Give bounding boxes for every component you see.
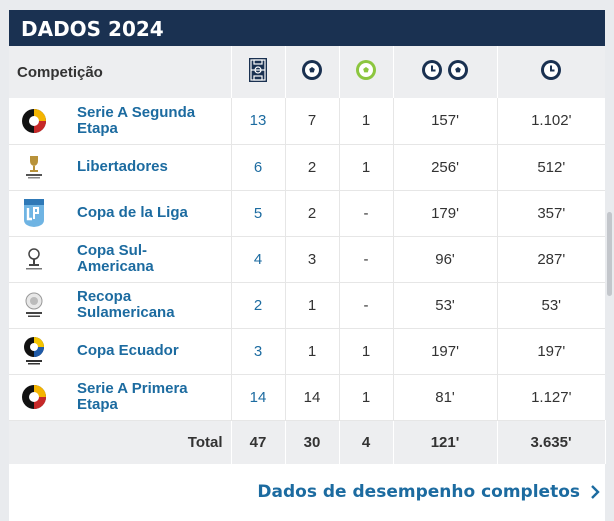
competition-name-link[interactable]: Copa Sul-Americana [59,236,232,282]
goals-header [285,46,340,98]
minutes-per-goal-value: 96' [393,236,498,282]
assists-header [339,46,394,98]
competition-logo-cell [9,236,59,282]
table-row: Recopa Sulamericana 2 1 - 53' 53' [9,282,606,328]
stats-card: DADOS 2024 Competição [9,10,606,521]
minutes-per-goal-value: 179' [393,190,498,236]
games-value-link[interactable]: 6 [231,144,286,190]
assists-value: 1 [339,98,394,144]
assists-value: - [339,236,394,282]
green-ball-icon [356,59,377,80]
goals-value: 3 [285,236,340,282]
goals-value: 2 [285,190,340,236]
full-performance-link-label: Dados de desempenho completos [257,482,580,502]
competition-name-link[interactable]: Libertadores [59,144,232,190]
recopa-logo [25,292,43,317]
table-row: Serie A Primera Etapa 14 14 1 81' 1.127' [9,374,606,420]
competition-name-link[interactable]: Recopa Sulamericana [59,282,232,328]
goals-value: 2 [285,144,340,190]
minutes-value: 1.102' [531,112,572,130]
competition-logo-cell [9,190,59,236]
games-value-link[interactable]: 13 [231,98,286,144]
goals-value: 14 [285,374,340,420]
field-icon [249,57,268,82]
minutes-value: 287' [537,250,566,268]
assists-value: 1 [339,374,394,420]
minutes-per-goal-value: 197' [393,328,498,374]
table-row: Copa Sul-Americana 4 3 - 96' 287' [9,236,606,282]
competition-name-link[interactable]: Copa de la Liga [59,190,232,236]
ball-icon [448,59,469,80]
minutes-value: 1.127' [531,388,572,406]
minutes-value: 53' [541,296,562,314]
total-assists: 4 [339,420,394,464]
games-header [231,46,286,98]
libertadores-logo [26,156,42,179]
assists-value: 1 [339,328,394,374]
sudamericana-logo [26,248,42,270]
minutes-per-goal-header [393,46,498,98]
goals-value: 1 [285,328,340,374]
assists-value: - [339,282,394,328]
table-row: Serie A Segunda Etapa 13 7 1 157' 1.102' [9,98,606,144]
games-value-link[interactable]: 2 [231,282,286,328]
assists-value: 1 [339,144,394,190]
stats-table: Competição [9,46,606,464]
full-performance-link[interactable]: Dados de desempenho completos [257,482,600,502]
minutes-per-goal-value: 256' [393,144,498,190]
chevron-right-icon [591,485,600,499]
games-value-link[interactable]: 5 [231,190,286,236]
games-value-link[interactable]: 3 [231,328,286,374]
competition-header: Competição [9,46,232,98]
ligapro-logo [22,108,46,133]
minutes-header [497,46,605,98]
competition-logo-cell [9,282,59,328]
goals-value: 1 [285,282,340,328]
minutes-per-goal-value: 81' [393,374,498,420]
table-row: Copa Ecuador 3 1 1 197' 197' [9,328,606,374]
table-header-row: Competição [9,46,606,98]
games-value-link[interactable]: 14 [231,374,286,420]
clock-icon [541,59,562,80]
ligapro-logo [22,385,46,409]
minutes-value: 197' [537,342,566,360]
games-value-link[interactable]: 4 [231,236,286,282]
total-label: Total [9,420,232,464]
minutes-value: 512' [537,158,566,176]
competition-logo-cell [9,374,59,420]
minutes-value: 357' [537,204,566,222]
competition-logo-cell [9,98,59,144]
minutes-per-goal-value: 157' [393,98,498,144]
competition-logo-cell [9,144,59,190]
goals-value: 7 [285,98,340,144]
total-goals: 30 [285,420,340,464]
clock-icon [421,59,442,80]
minutes-per-goal-value: 53' [393,282,498,328]
competition-name-link[interactable]: Serie A Primera Etapa [59,374,232,420]
competition-logo-cell [9,328,59,374]
total-minutes-per-goal: 121' [393,420,498,464]
total-games: 47 [231,420,286,464]
total-row: Total 47 30 4 121' 3.635' [9,420,606,464]
section-title: DADOS 2024 [9,10,605,46]
scrollbar-thumb[interactable] [607,212,612,296]
lpf-logo [24,199,44,227]
table-row: Libertadores 6 2 1 256' 512' [9,144,606,190]
table-row: Copa de la Liga 5 2 - 179' 357' [9,190,606,236]
competition-name-link[interactable]: Serie A Segunda Etapa [59,98,232,144]
copa-ecuador-logo [24,337,44,365]
assists-value: - [339,190,394,236]
competition-name-link[interactable]: Copa Ecuador [59,328,232,374]
ball-icon [302,59,323,80]
total-minutes: 3.635' [497,420,606,464]
